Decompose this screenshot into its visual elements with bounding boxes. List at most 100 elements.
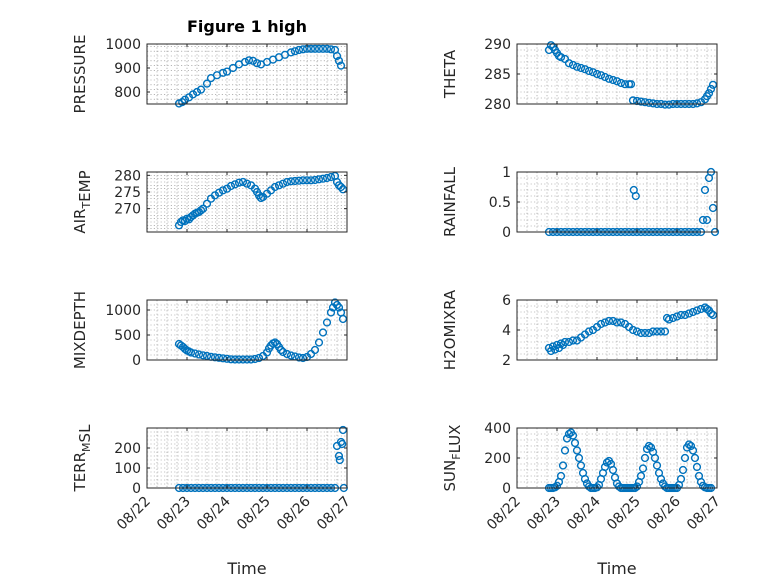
data-point [646,443,656,452]
subplot-terr-msl: 0 100 200 08/22 08/23 08/24 08/25 08/26 08/27 TER… [71,424,354,578]
data-point [600,318,610,327]
data-point [322,44,332,53]
data-point [294,176,304,185]
data-point [262,348,272,357]
data-point [631,191,640,201]
data-point [564,59,574,68]
data-point [322,173,332,183]
data-point [592,483,602,492]
data-point [202,351,212,361]
data-point [282,349,292,359]
data-point [318,328,328,337]
data-point [314,44,324,53]
data-point [652,327,662,336]
data-point [222,354,232,363]
data-point [254,353,264,363]
data-point [318,174,328,183]
data-point [336,182,346,192]
data-point [238,177,248,187]
y-tick-label: 200 [114,441,141,457]
data-point [702,215,712,225]
data-point [242,179,252,188]
data-point [326,308,336,317]
data-point [196,85,206,94]
data-point [294,353,304,362]
y-tick-label: 500 [114,328,141,344]
data-point [248,56,258,65]
data-point [684,440,694,449]
y-tick-label: 100 [114,461,141,477]
data-point [218,354,228,363]
data-point [274,181,284,190]
data-point [576,63,586,73]
data-point [338,425,348,435]
data-point [708,203,718,213]
y-tick-label: 4 [502,323,511,339]
data-point [668,313,678,323]
data-point [334,303,344,312]
data-point [286,351,296,360]
y-tick-label: 280 [114,168,141,184]
x-tick-label: 08/24 [194,493,234,533]
data-point [604,74,614,83]
data-point [290,176,300,186]
data-point [306,176,316,185]
data-point [676,474,686,484]
data-point [318,44,328,53]
data-point [230,180,240,189]
y-axis-label: AIRTEMP [71,170,94,233]
data-point [608,75,618,85]
data-point [608,316,618,326]
data-point [704,89,714,98]
data-point [550,483,560,492]
data-point [546,346,556,356]
data-point [680,453,690,463]
data-point [314,175,324,184]
y-tick-label: 1 [502,165,511,181]
data-point [214,353,224,362]
data-point [558,461,568,470]
data-point [604,316,614,326]
y-tick-label: 2 [502,353,511,369]
data-point [580,65,590,74]
data-point [576,461,586,470]
data-point [226,181,236,191]
data-point [664,315,674,324]
y-axis-label: PRESSURE [71,35,89,114]
data-point [244,56,254,65]
data-point [228,63,238,73]
subplot-sun-flux: 0 200 400 08/22 08/23 08/24 08/25 08/26 08/27 SUN… [441,421,724,578]
x-tick-label: 08/26 [644,493,684,533]
data-point [574,453,584,463]
data-point [664,100,674,109]
y-tick-label: 275 [114,185,141,201]
data-point [706,309,716,318]
x-tick-label: 08/26 [274,493,314,533]
subplot-theta: 280 285 290 THETA [441,37,718,113]
data-point [202,79,212,88]
data-point [584,66,594,76]
data-point [286,48,296,57]
y-tick-label: 285 [484,67,511,83]
data-point [612,318,622,327]
data-point [188,90,198,99]
data-point [648,99,658,108]
data-point [338,185,348,194]
data-point [302,176,312,185]
data-point [652,461,662,470]
data-point [310,345,320,355]
y-tick-label: 900 [114,61,141,77]
y-tick-label: 0.5 [489,195,511,211]
data-point [335,455,344,465]
data-point [706,84,716,94]
data-point [306,44,316,53]
data-point [334,451,344,461]
data-point [560,446,570,455]
data-point [632,482,642,491]
data-point [194,350,204,359]
data-point [588,68,598,77]
data-point [662,313,672,323]
data-point [180,216,190,226]
y-tick-label: 270 [114,202,141,218]
data-point [250,354,260,364]
